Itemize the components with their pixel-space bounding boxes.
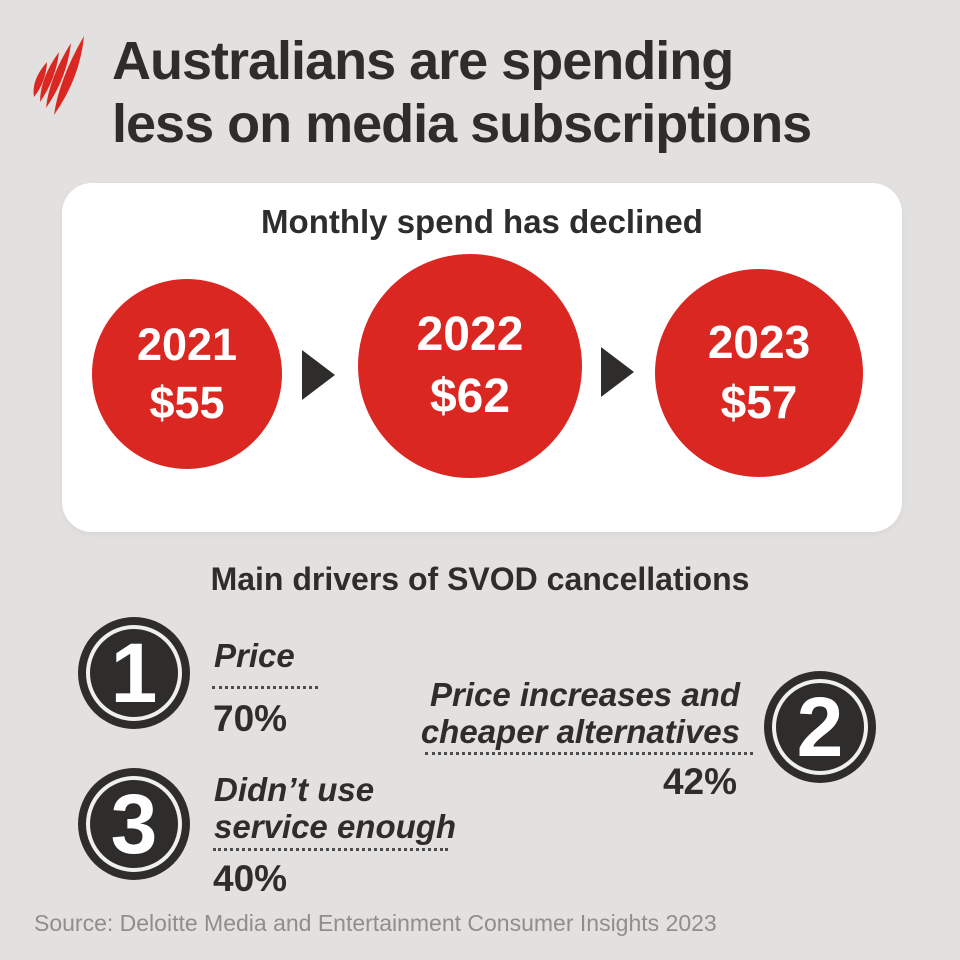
rank-number: 3: [110, 777, 158, 871]
driver-label-line: Price: [214, 637, 295, 674]
drivers-heading: Main drivers of SVOD cancellations: [210, 561, 750, 597]
rank-badge-3: 3: [78, 768, 190, 880]
arrow-right-icon: [302, 350, 335, 400]
spend-year: 2023: [707, 316, 811, 369]
rank-number: 1: [110, 626, 158, 720]
page-title-line1: Australians are spending: [112, 31, 734, 91]
logo-petal: [33, 62, 47, 97]
logo-petal: [46, 43, 71, 108]
driver-label-1: Price: [214, 637, 295, 674]
driver-label-2: Price increases and cheaper alternatives: [400, 676, 740, 750]
driver-label-line: service enough: [214, 808, 457, 845]
spend-circle-2022: 2022 $62: [358, 254, 582, 478]
driver-percent-3: 40%: [213, 858, 288, 899]
spend-value: $55: [149, 377, 225, 428]
driver-percent-1: 70%: [213, 698, 288, 739]
spend-year: 2021: [136, 318, 238, 370]
arrow-right-icon: [601, 347, 634, 397]
spend-circle-2023: 2023 $57: [655, 269, 863, 477]
driver-label-3: Didn’t use service enough: [214, 771, 494, 845]
spend-value: $57: [720, 376, 798, 428]
driver-label-line: cheaper alternatives: [420, 713, 740, 750]
logo-petal: [40, 52, 59, 102]
spend-card-heading: Monthly spend has declined: [261, 203, 703, 240]
driver-label-line: Price increases and: [429, 676, 740, 713]
dotted-divider: [425, 751, 753, 755]
spend-year: 2022: [416, 307, 524, 361]
page-title: Australians are spending less on media s…: [112, 30, 912, 156]
rank-badge-1: 1: [78, 617, 190, 729]
driver-label-line: Didn’t use: [214, 771, 375, 808]
logo-petal: [54, 36, 84, 115]
spend-card: Monthly spend has declined 2021 $55 2022…: [62, 183, 902, 532]
source-note: Source: Deloitte Media and Entertainment…: [34, 910, 717, 936]
spend-circle-2021: 2021 $55: [92, 279, 282, 469]
sbs-logo-icon: [33, 36, 84, 115]
dotted-divider: [213, 847, 448, 851]
page-title-line2: less on media subscriptions: [112, 94, 812, 154]
spend-value: $62: [429, 370, 511, 423]
rank-badge-2: 2: [764, 671, 876, 783]
driver-percent-2: 42%: [662, 761, 737, 802]
dotted-divider: [212, 685, 318, 689]
rank-number: 2: [796, 680, 844, 774]
